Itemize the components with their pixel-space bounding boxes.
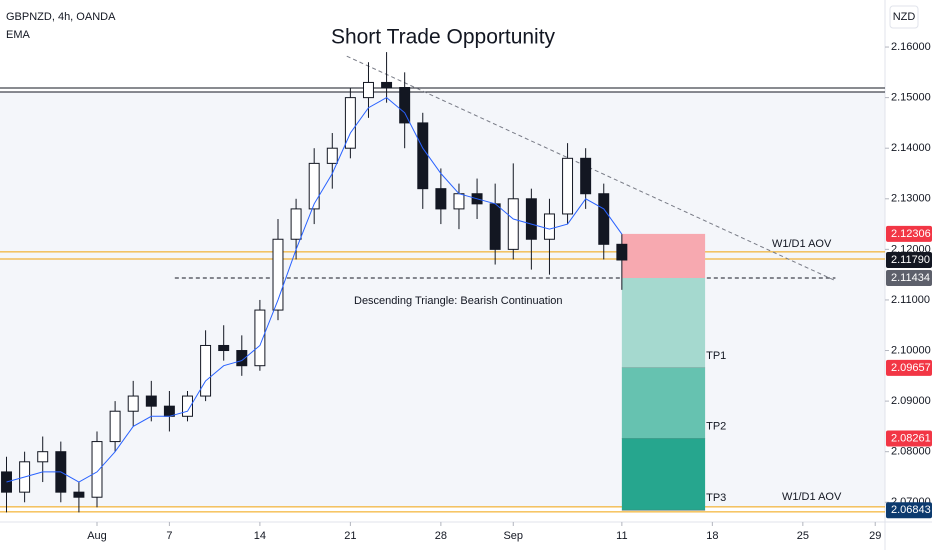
candle-body [37,451,49,463]
candle-body [453,193,465,210]
candle-body [489,203,501,250]
price-tag [886,251,932,268]
candle-body [598,193,610,245]
x-tick-label: 18 [706,530,718,542]
annotation: W1/D1 AOV [772,238,832,250]
candle-body [616,243,628,261]
price-tag [886,225,932,242]
x-tick-label: 29 [869,530,881,542]
candle-body [580,157,592,195]
price-tag [886,502,932,519]
candle-body [308,162,320,210]
indicator: EMA [6,29,31,41]
y-tick-label: 2.15000 [891,92,931,104]
candle-body [109,410,121,443]
x-tick-label: 21 [344,530,356,542]
x-tick-label: Aug [87,530,107,542]
price-tag [886,269,932,286]
candle-body [127,395,139,412]
candle-body [145,395,157,407]
candle-body [290,208,302,240]
candle-body [236,350,248,367]
candle-body [91,441,103,498]
candle-body [562,157,574,215]
price-tag [886,359,932,376]
price-tag-label: 2.11790 [891,254,930,266]
currency-box [889,5,919,29]
target-zone [621,367,706,439]
price-tag-label: 2.12306 [891,228,931,240]
symbol: GBPNZD, 4h, OANDA [6,11,116,23]
currency: NZD [893,11,916,23]
ema-line [6,96,623,483]
x-tick-label: 14 [254,530,266,542]
y-tick-label: 2.09000 [891,395,931,407]
y-tick-label: 2.16000 [891,41,931,53]
annotation: Descending Triangle: Bearish Continuatio… [354,295,563,307]
price-tag-label: 2.06843 [891,504,931,516]
x-tick-label: 7 [166,530,172,542]
candle-body [399,87,411,124]
candle-body [417,122,429,190]
candle-body [254,309,266,367]
price-tag-label: 2.09657 [891,362,931,374]
y-tick-label: 2.11000 [891,294,930,306]
candle-body [363,81,374,99]
y-tick-label: 2.10000 [891,344,931,356]
price-tag [886,430,932,447]
x-tick-label: Sep [503,530,523,542]
candle-body [507,198,519,250]
annotation: W1/D1 AOV [782,491,842,503]
candle-body [543,213,555,240]
stop-zone [621,233,706,278]
candle-body [435,188,447,210]
price-tag-label: 2.08261 [891,432,931,444]
target-label: TP2 [706,420,726,432]
x-tick-label: 28 [435,530,447,542]
target-label: TP1 [706,350,726,362]
candle-body [525,198,537,240]
y-tick-label: 2.14000 [891,142,931,154]
candle-body [381,81,393,89]
candle-body [163,405,175,417]
candle-body [272,238,284,311]
candle-body [344,97,356,149]
target-label: TP3 [706,492,726,504]
candle-body [326,147,338,164]
price-tag-label: 2.11434 [891,272,930,284]
chart-title: Short Trade Opportunity [331,26,556,49]
target-zone [621,277,706,368]
candle-body [73,491,85,498]
y-tick-label: 2.13000 [891,193,931,205]
candle-body [218,344,230,352]
candle-body [200,344,212,397]
x-tick-label: 25 [797,530,809,542]
zone [0,92,885,507]
target-zone [621,438,706,511]
candle-body [182,395,193,417]
x-tick-label: 11 [616,530,627,542]
y-tick-label: 2.08000 [891,446,931,458]
